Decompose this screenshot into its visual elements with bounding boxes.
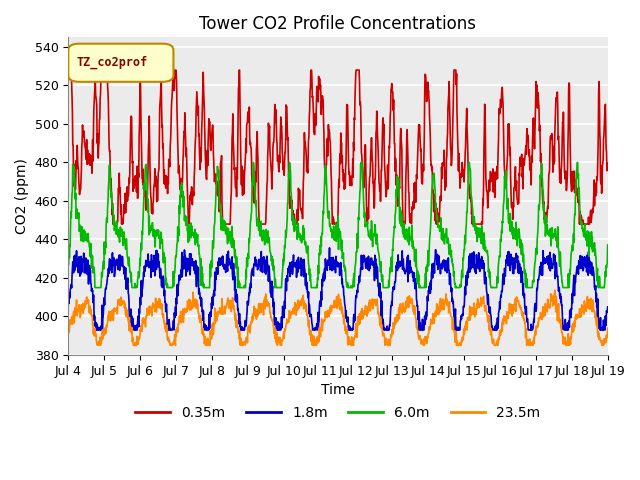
FancyBboxPatch shape — [68, 44, 173, 82]
Y-axis label: CO2 (ppm): CO2 (ppm) — [15, 158, 29, 234]
Title: Tower CO2 Profile Concentrations: Tower CO2 Profile Concentrations — [200, 15, 476, 33]
Legend: 0.35m, 1.8m, 6.0m, 23.5m: 0.35m, 1.8m, 6.0m, 23.5m — [130, 400, 546, 425]
Text: TZ_co2prof: TZ_co2prof — [77, 56, 148, 69]
X-axis label: Time: Time — [321, 383, 355, 397]
